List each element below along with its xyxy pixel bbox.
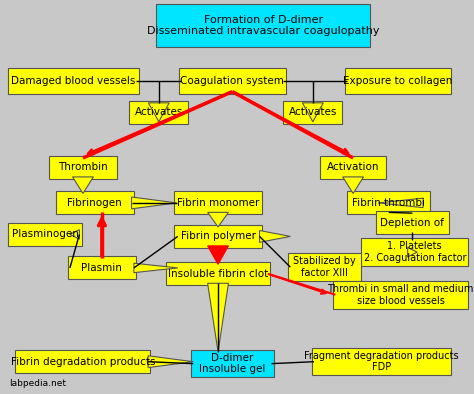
Text: labpedia.net: labpedia.net <box>9 379 66 388</box>
Polygon shape <box>148 103 169 122</box>
Text: Activation: Activation <box>327 162 379 173</box>
FancyBboxPatch shape <box>347 191 430 214</box>
FancyBboxPatch shape <box>191 350 274 377</box>
Text: Fibrin monomer: Fibrin monomer <box>177 198 259 208</box>
Polygon shape <box>259 230 290 242</box>
Text: Exposure to collagen: Exposure to collagen <box>344 76 453 86</box>
Polygon shape <box>70 230 79 239</box>
Polygon shape <box>408 247 417 257</box>
FancyBboxPatch shape <box>48 156 117 179</box>
FancyBboxPatch shape <box>333 281 468 309</box>
FancyBboxPatch shape <box>174 225 262 248</box>
Text: D-dimer
Insoluble gel: D-dimer Insoluble gel <box>199 353 265 374</box>
FancyBboxPatch shape <box>283 101 342 124</box>
Text: Plasminogen: Plasminogen <box>11 229 79 240</box>
Text: Thrombi in small and medium
size blood vessels: Thrombi in small and medium size blood v… <box>328 284 474 305</box>
FancyBboxPatch shape <box>345 68 451 94</box>
Text: Fibrin polymer: Fibrin polymer <box>181 231 255 242</box>
Text: Insoluble fibrin clot: Insoluble fibrin clot <box>168 269 268 279</box>
Polygon shape <box>132 197 176 209</box>
FancyBboxPatch shape <box>174 191 262 214</box>
Text: Fibrin thrombi: Fibrin thrombi <box>352 198 425 208</box>
Text: Fragment degradation products
FDP: Fragment degradation products FDP <box>304 351 459 372</box>
Polygon shape <box>208 246 228 264</box>
FancyBboxPatch shape <box>67 256 136 279</box>
FancyBboxPatch shape <box>129 101 189 124</box>
FancyBboxPatch shape <box>320 156 386 179</box>
FancyBboxPatch shape <box>361 238 468 266</box>
Polygon shape <box>134 263 178 273</box>
FancyBboxPatch shape <box>166 262 270 285</box>
Text: Damaged blood vessels: Damaged blood vessels <box>11 76 136 86</box>
Text: Activates: Activates <box>135 107 183 117</box>
Polygon shape <box>208 283 228 352</box>
Text: 1. Platelets
2. Coagulation factor: 1. Platelets 2. Coagulation factor <box>364 242 466 263</box>
FancyBboxPatch shape <box>375 211 449 234</box>
FancyBboxPatch shape <box>156 4 370 47</box>
Polygon shape <box>343 177 364 193</box>
Polygon shape <box>302 103 323 122</box>
Polygon shape <box>73 177 93 193</box>
Text: Fibrin degradation products: Fibrin degradation products <box>11 357 155 367</box>
Text: Coagulation system: Coagulation system <box>180 76 284 86</box>
FancyBboxPatch shape <box>8 68 138 94</box>
Text: Fibrinogen: Fibrinogen <box>67 198 122 208</box>
Text: Formation of D-dimer
Disseminated intravascular coagulopathy: Formation of D-dimer Disseminated intrav… <box>147 15 379 36</box>
Text: Plasmin: Plasmin <box>82 263 122 273</box>
Text: Stabilized by
factor XIII: Stabilized by factor XIII <box>293 256 356 278</box>
FancyBboxPatch shape <box>9 223 82 246</box>
Text: Thrombin: Thrombin <box>58 162 108 173</box>
FancyBboxPatch shape <box>312 348 451 375</box>
FancyBboxPatch shape <box>179 68 285 94</box>
Polygon shape <box>378 198 423 208</box>
Polygon shape <box>148 356 193 368</box>
FancyBboxPatch shape <box>288 253 361 281</box>
Polygon shape <box>208 212 228 227</box>
Text: Depletion of: Depletion of <box>381 217 444 228</box>
FancyBboxPatch shape <box>15 350 151 373</box>
Text: Activates: Activates <box>289 107 337 117</box>
FancyBboxPatch shape <box>56 191 134 214</box>
